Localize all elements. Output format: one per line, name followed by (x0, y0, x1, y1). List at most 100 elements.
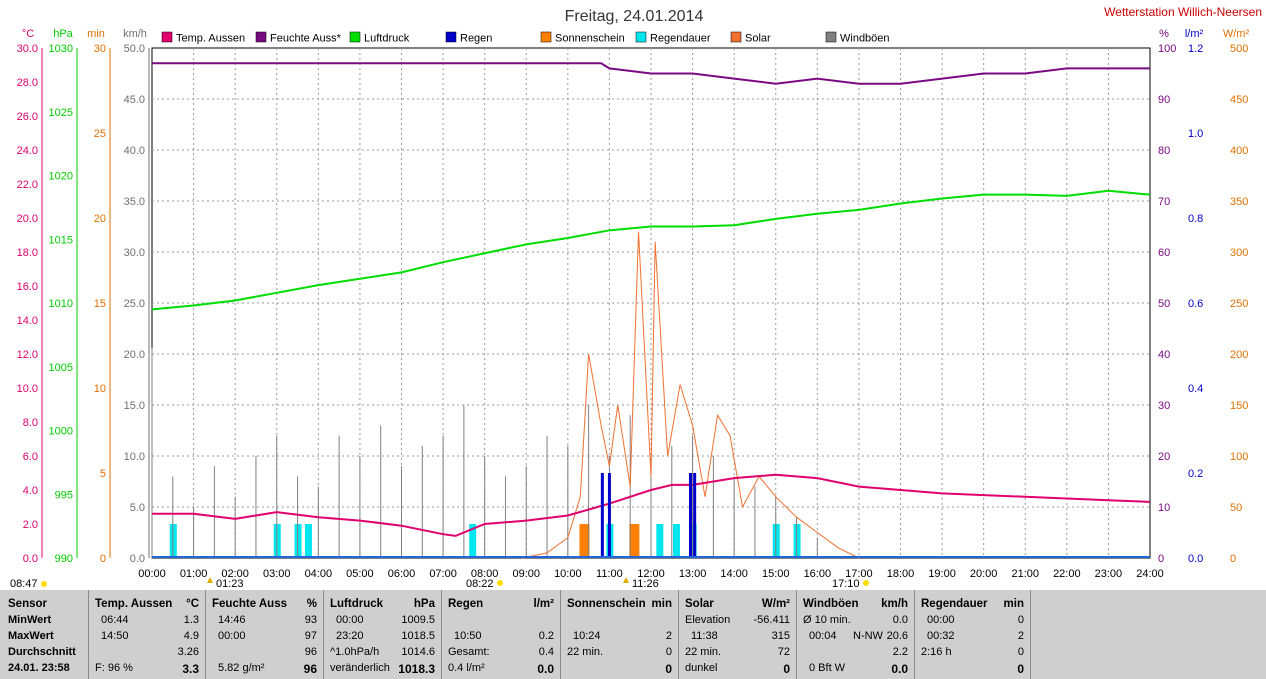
wind-unit: km/h (881, 598, 908, 610)
x-tick-label: 18:00 (887, 568, 915, 580)
stats-windboeen: Windböen km/h Ø 10 min. 0.0 00:04 N-NW 20.6 … (796, 590, 914, 679)
x-tick-label: 07:00 (429, 568, 457, 580)
axis-tick-label: 300 (1230, 247, 1248, 259)
temp-min-time: 06:44 (101, 614, 129, 626)
stats-sensor-header: Sensor (8, 598, 47, 610)
legend-swatch (540, 31, 552, 43)
time-markers: 08:47 01:23 08:22 11:26 17:10 (10, 577, 869, 590)
axis-tick-label: 500 (1230, 43, 1248, 55)
axis-tick-label: 70 (1158, 196, 1170, 208)
axis-tick-label: 0.6 (1188, 298, 1203, 310)
x-tick-label: 05:00 (346, 568, 374, 580)
sonne-total: 22 min. (567, 646, 604, 658)
regendauer-bar (469, 524, 477, 558)
axis-tick-label: 150 (1230, 400, 1248, 412)
regen-total: 0.4 (538, 646, 554, 658)
axis-tick-label: 90 (1158, 94, 1170, 106)
axis-tick-label: 4.0 (23, 485, 38, 497)
series-line (521, 231, 860, 559)
x-tick-label: 19:00 (928, 568, 956, 580)
x-tick-label: 23:00 (1095, 568, 1123, 580)
solar-elevation-label: Elevation (685, 614, 731, 626)
legend-swatch (825, 31, 837, 43)
row-durchschnitt: Durchschnitt (8, 646, 76, 658)
x-tick-label: 00:00 (138, 568, 166, 580)
solar-duration: 22 min. (685, 646, 722, 658)
regen-header: Regen (448, 598, 484, 610)
luft-current: 1018.3 (398, 662, 435, 676)
axis-tick-label: 50 (1158, 298, 1170, 310)
luft-foot-label: veränderlich (330, 662, 390, 674)
axis-unit: °C (22, 28, 34, 40)
legend-label: Solar (745, 33, 771, 45)
x-tick-label: 11:00 (596, 568, 623, 580)
legend-label: Windböen (840, 33, 890, 45)
x-tick-label: 06:00 (388, 568, 416, 580)
sonne-max-time: 10:24 (573, 630, 601, 642)
axis-tick-label: 30 (94, 43, 106, 55)
series-layer (151, 62, 1151, 559)
legend-label: Luftdruck (364, 33, 410, 45)
axis-tick-label: 450 (1230, 94, 1248, 106)
stats-empty (1030, 590, 1266, 679)
marker-sunset-label: 17:10 (832, 578, 860, 590)
stats-luftdruck: Luftdruck hPa 00:00 1009.5 23:20 1018.5 ^1.… (323, 590, 441, 679)
axis-tick-label: 45.0 (124, 94, 145, 106)
axis-tick-label: 8.0 (23, 417, 38, 429)
feuchte-current: 96 (303, 662, 317, 676)
sonnenschein-bar (629, 524, 640, 558)
sonne-avg: 0 (665, 646, 672, 658)
wind-current: 0.0 (891, 662, 908, 676)
temp-min-value: 1.3 (183, 614, 199, 626)
regendauer-max-value: 2 (1017, 630, 1024, 642)
x-tick-label: 15:00 (762, 568, 790, 580)
series-line (152, 62, 1150, 85)
x-tick-label: 12:00 (637, 568, 665, 580)
feuchte-foot-label: 5.82 g/m² (218, 662, 265, 674)
axis-tick-label: 15 (94, 298, 106, 310)
feuchte-avg: 96 (304, 646, 317, 658)
axis-tick-label: 16.0 (17, 281, 38, 293)
axis-tick-label: 10 (94, 383, 106, 395)
regendauer-current: 0 (1017, 662, 1024, 676)
marker-moonrise-icon (207, 577, 213, 583)
sonnenschein-bar (579, 524, 590, 558)
legend-swatch (730, 31, 742, 43)
axis-tick-label: 350 (1230, 196, 1248, 208)
axis-tick-label: 0.2 (1188, 468, 1203, 480)
row-current: 24.01. 23:58 (8, 662, 70, 674)
weather-chart: °C 30.0 28.0 26.0 24.0 22.0 20.0 18.0 16.0 14.0 12… (10, 5, 1262, 590)
axis-tick-label: 26.0 (17, 111, 38, 123)
temp-header: Temp. Aussen (95, 598, 173, 610)
luft-trend: ^1.0hPa/h (330, 646, 380, 658)
axis-tick-label: 0 (1158, 553, 1164, 565)
solar-header: Solar (685, 598, 714, 610)
regendauer-min-value: 0 (1017, 614, 1024, 626)
regen-bar (689, 473, 693, 558)
series-line (152, 473, 1151, 537)
x-tick-label: 03:00 (263, 568, 291, 580)
solar-unit: W/m² (761, 598, 790, 610)
axis-tick-label: 1000 (49, 426, 73, 438)
legend-swatch (445, 31, 457, 43)
axis-tick-label: 50.0 (124, 43, 145, 55)
axis-tick-label: 35.0 (124, 196, 145, 208)
regen-bar (600, 473, 604, 558)
axis-tick-label: 1005 (49, 362, 73, 374)
axis-tick-label: 990 (55, 553, 73, 565)
temp-unit: °C (186, 598, 199, 610)
x-tick-label: 24:00 (1136, 568, 1164, 580)
stats-regen: Regen l/m² 10:50 0.2 Gesamt: 0.4 0.4 l/m² 0.… (441, 590, 560, 679)
legend-label: Sonnenschein (555, 33, 625, 45)
axis-tick-label: 10.0 (17, 383, 38, 395)
axis-tick-label: 40 (1158, 349, 1170, 361)
solar-max-time: 11:38 (691, 630, 718, 642)
feuchte-max-time: 00:00 (218, 630, 246, 642)
station-name: Wetterstation Willich-Neersen (1104, 5, 1262, 19)
axis-tick-label: 0.4 (1188, 383, 1203, 395)
axis-tick-label: 1.2 (1188, 43, 1203, 55)
axis-unit: W/m² (1223, 28, 1250, 40)
x-tick-label: 04:00 (305, 568, 333, 580)
axis-tick-label: 22.0 (17, 179, 38, 191)
axis-tick-label: 20 (1158, 451, 1170, 463)
